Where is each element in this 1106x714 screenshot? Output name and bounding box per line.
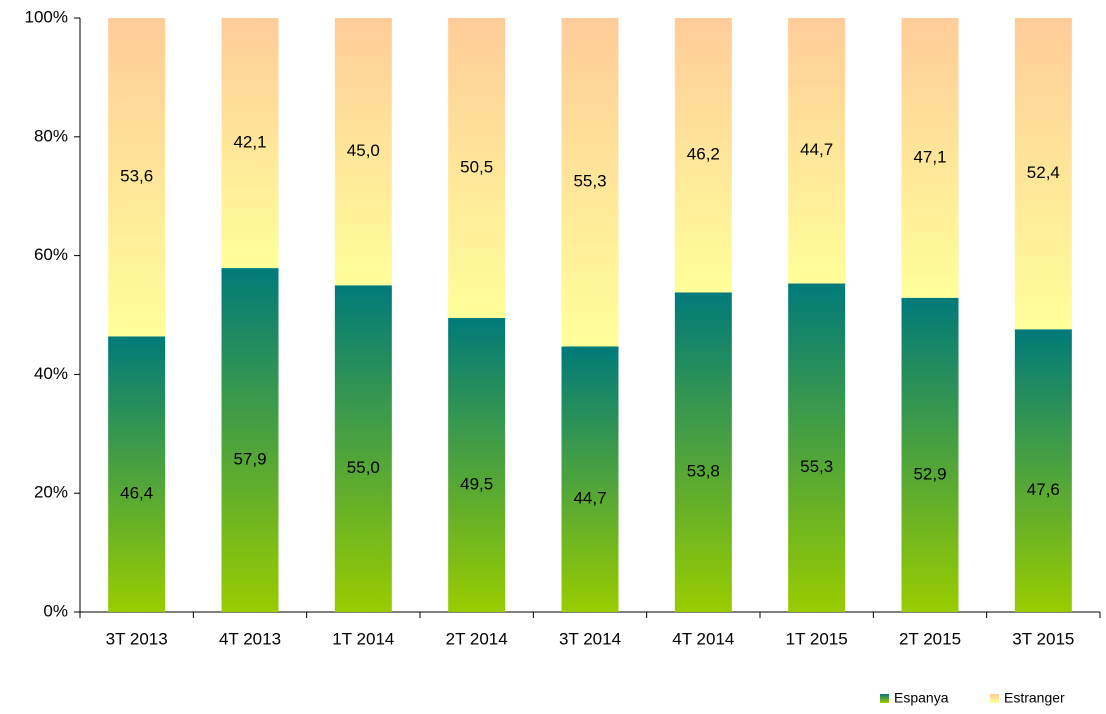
y-tick-label: 60% [34,245,68,264]
bar-segment [788,18,846,284]
x-tick-label: 3T 2015 [1012,629,1074,648]
legend-label: Estranger [1004,690,1065,706]
data-label: 44,7 [800,140,833,159]
x-tick-label: 1T 2014 [332,629,394,648]
data-label: 53,8 [687,462,720,481]
bar-segment [108,336,166,612]
x-tick-label: 2T 2014 [446,629,508,648]
y-tick-label: 0% [43,601,68,620]
bar-segment [1014,18,1072,330]
bar-segment [674,292,732,612]
bar-segment [674,18,732,293]
x-tick-label: 3T 2014 [559,629,621,648]
data-label: 52,9 [913,464,946,483]
data-label: 44,7 [573,489,606,508]
legend-swatch [990,694,999,703]
legend-swatch [880,694,889,703]
bar-segment [334,285,392,612]
bar-segment [448,317,506,612]
y-tick-label: 80% [34,126,68,145]
legend-label: Espanya [894,690,949,706]
bar-segment [221,18,279,269]
bar-segment [901,18,959,298]
data-label: 47,6 [1027,480,1060,499]
bar-segment [221,268,279,612]
bar-segment [1014,329,1072,612]
data-label: 42,1 [233,133,266,152]
data-label: 55,3 [573,172,606,191]
bar-segment [108,18,166,337]
data-label: 52,4 [1027,163,1060,182]
bar-segment [561,346,619,612]
data-label: 53,6 [120,167,153,186]
data-label: 46,4 [120,484,153,503]
data-label: 49,5 [460,474,493,493]
data-label: 55,0 [347,458,380,477]
x-tick-label: 1T 2015 [786,629,848,648]
y-tick-label: 40% [34,364,68,383]
x-tick-label: 3T 2013 [106,629,168,648]
data-label: 45,0 [347,141,380,160]
data-label: 47,1 [913,147,946,166]
y-tick-label: 20% [34,483,68,502]
bar-segment [788,283,846,612]
x-tick-label: 4T 2013 [219,629,281,648]
bar-segment [561,18,619,347]
data-label: 57,9 [233,450,266,469]
data-label: 50,5 [460,157,493,176]
bar-segment [901,297,959,612]
bar-segment [334,18,392,286]
data-label: 46,2 [687,145,720,164]
x-tick-label: 2T 2015 [899,629,961,648]
data-label: 55,3 [800,457,833,476]
bar-segment [448,18,506,318]
y-tick-label: 100% [25,7,68,26]
x-tick-label: 4T 2014 [672,629,734,648]
